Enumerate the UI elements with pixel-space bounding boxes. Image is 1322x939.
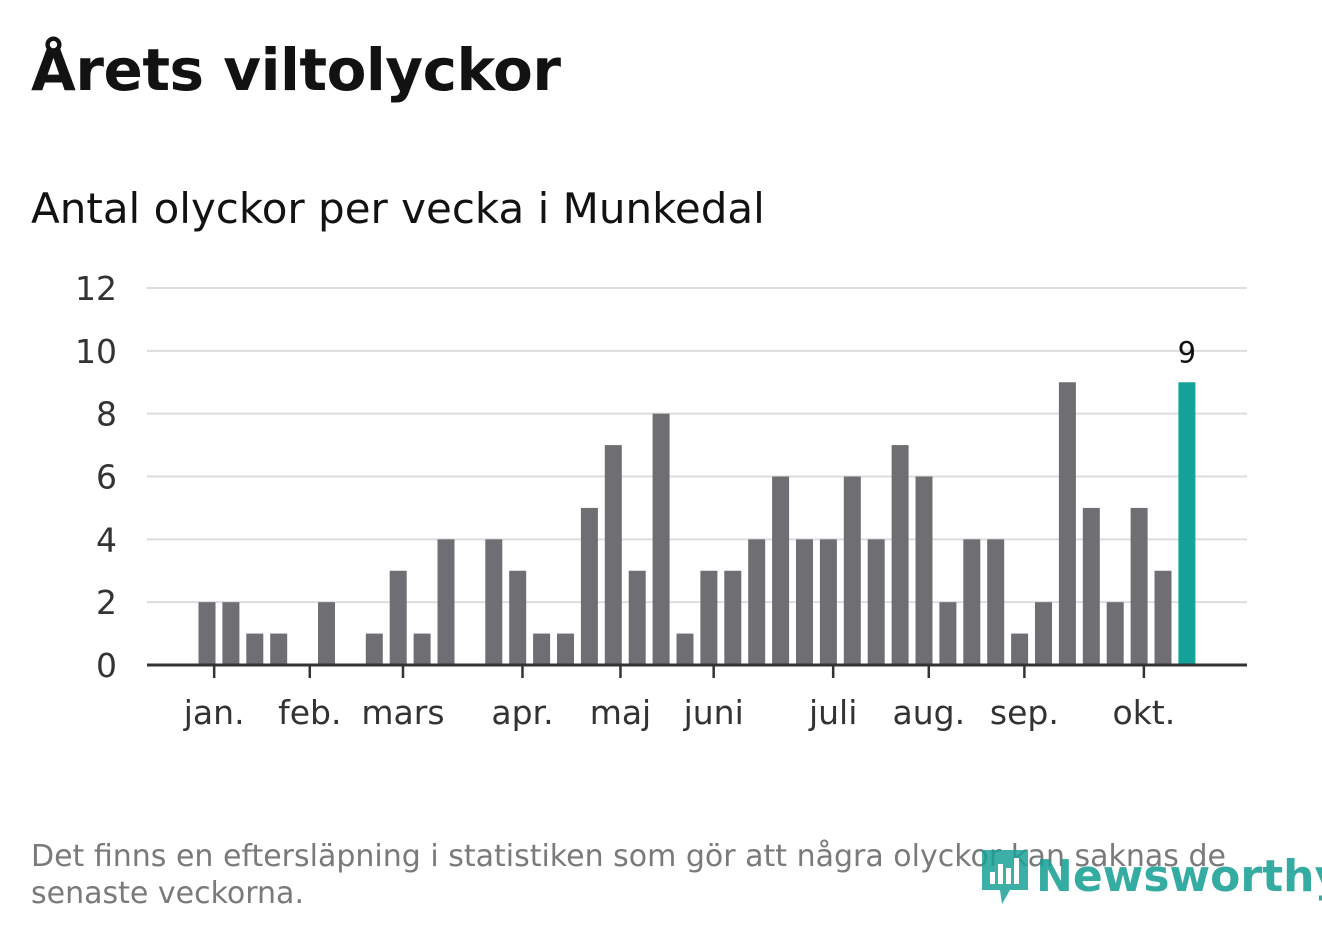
bar [1011, 633, 1029, 665]
x-tick-label: aug. [892, 693, 965, 732]
x-tick-label: juli [808, 693, 857, 732]
bar [222, 602, 240, 665]
x-tick-label: okt. [1113, 693, 1176, 732]
x-tick-label: maj [590, 693, 652, 732]
bar [891, 445, 909, 665]
bar [1035, 602, 1052, 665]
bar [676, 633, 694, 665]
bar [318, 602, 335, 665]
bar [1130, 507, 1148, 665]
chart-subtitle: Antal olyckor per vecka i Munkedal [31, 184, 765, 233]
chart-title: Årets viltolyckor [31, 36, 561, 104]
bar [748, 539, 766, 665]
bar [1154, 570, 1172, 665]
bar [796, 539, 813, 665]
bar [1082, 507, 1100, 665]
bar [270, 633, 288, 665]
bar [915, 476, 933, 665]
bar [413, 633, 431, 665]
bar-chart-logo-icon [982, 850, 1028, 904]
bar [652, 413, 670, 665]
highlighted-bar [1178, 382, 1196, 665]
y-axis-ticks: 0 2 4 6 8 10 12 [75, 269, 117, 685]
bar [700, 570, 718, 665]
bar [485, 539, 503, 665]
y-tick-label: 8 [96, 395, 117, 434]
bar [509, 570, 527, 665]
bar [772, 476, 790, 665]
bar [580, 507, 598, 665]
y-tick-label: 12 [75, 269, 117, 308]
bar [987, 539, 1005, 665]
x-tick-label: mars [361, 693, 444, 732]
bar [939, 602, 957, 665]
y-tick-label: 4 [96, 520, 117, 559]
data-labels: 9 [1178, 335, 1196, 369]
x-tick-label: feb. [278, 693, 341, 732]
bar-chart: 0 2 4 6 8 10 12 jan. feb. mars apr. maj juni juli aug… [75, 269, 1247, 732]
bar [557, 633, 574, 665]
bars [198, 382, 1196, 665]
bar [628, 570, 646, 665]
bar [1106, 602, 1124, 665]
logo-text: Newsworthy [1036, 850, 1322, 902]
x-tick-label: sep. [990, 693, 1059, 732]
y-tick-label: 6 [96, 458, 117, 497]
y-tick-label: 2 [96, 583, 117, 622]
bar [437, 539, 455, 665]
x-axis-ticks: jan. feb. mars apr. maj juni juli aug. sep. okt. [183, 665, 1175, 732]
bar [198, 602, 216, 665]
bar [1058, 382, 1076, 665]
bar [819, 539, 837, 665]
x-tick-label: apr. [491, 693, 553, 732]
bar [365, 633, 383, 665]
highlight-data-label: 9 [1178, 335, 1196, 369]
bar [604, 445, 622, 665]
bar [246, 633, 264, 665]
bar [867, 539, 885, 665]
newsworthy-logo: Newsworthy [980, 846, 1322, 906]
bar [963, 539, 981, 665]
y-tick-label: 0 [96, 646, 117, 685]
gridlines [147, 287, 1247, 604]
bar [389, 570, 407, 665]
bar [724, 570, 742, 665]
x-tick-label: jan. [183, 693, 245, 732]
bar [533, 633, 551, 665]
x-tick-label: juni [683, 693, 744, 732]
y-tick-label: 10 [75, 332, 117, 371]
bar [843, 476, 861, 665]
